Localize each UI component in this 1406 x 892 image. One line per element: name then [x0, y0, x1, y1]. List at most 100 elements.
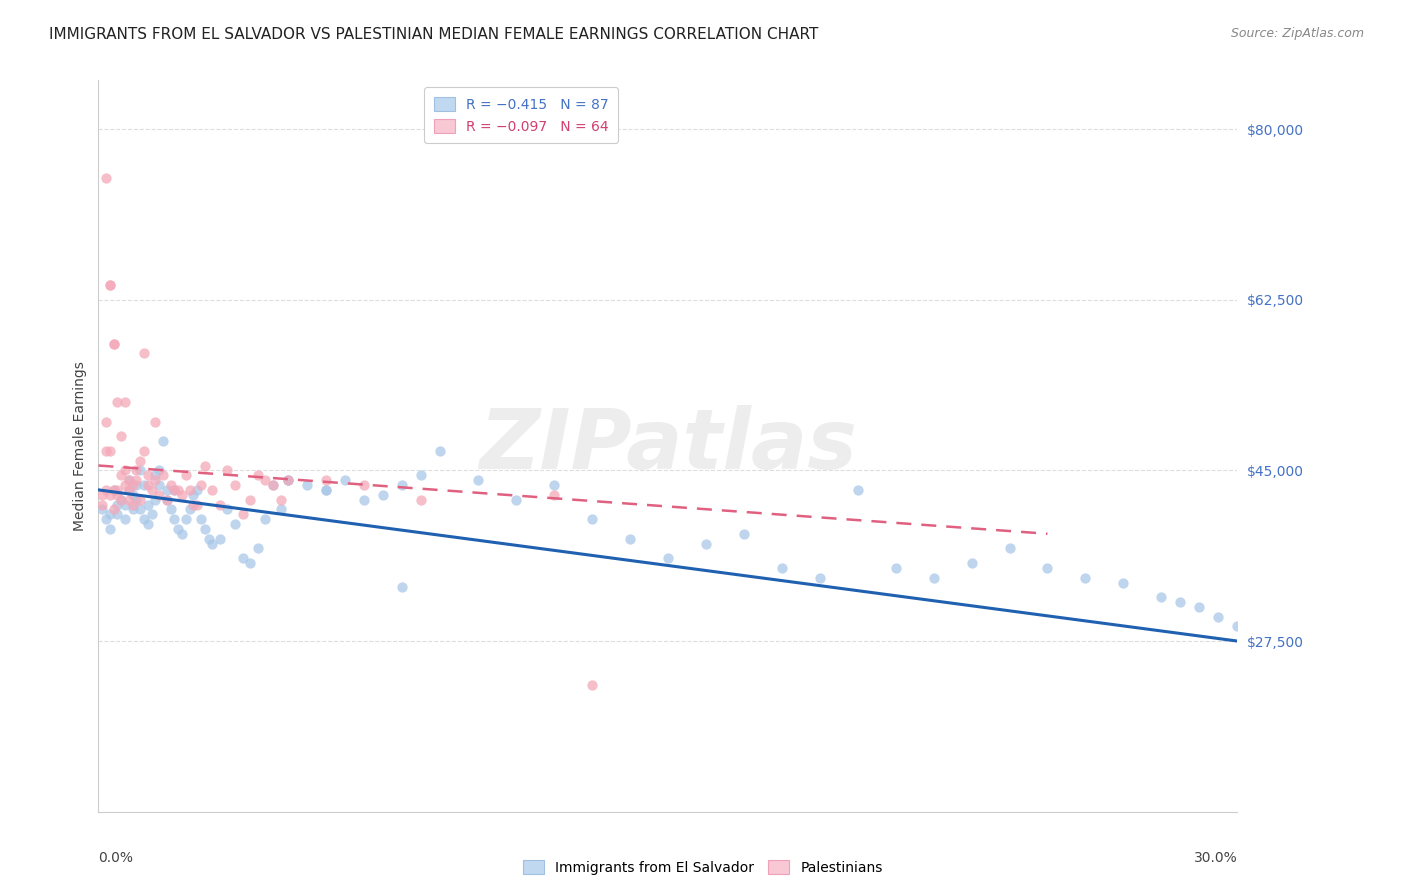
Point	[136, 498, 159, 512]
Point	[194, 522, 217, 536]
Point	[129, 453, 152, 467]
Point	[1036, 561, 1059, 575]
Point	[770, 561, 793, 575]
Point	[190, 478, 212, 492]
Point	[277, 473, 299, 487]
Point	[179, 502, 201, 516]
Point	[170, 488, 193, 502]
Point	[232, 551, 254, 566]
Point	[148, 488, 170, 502]
Point	[411, 468, 433, 483]
Point	[125, 463, 148, 477]
Point	[145, 468, 167, 483]
Point	[159, 478, 181, 492]
Point	[114, 395, 136, 409]
Point	[391, 581, 413, 595]
Point	[163, 512, 186, 526]
Legend: R = −0.415   N = 87, R = −0.097   N = 64: R = −0.415 N = 87, R = −0.097 N = 64	[425, 87, 619, 144]
Point	[270, 502, 292, 516]
Point	[141, 508, 163, 522]
Point	[118, 483, 141, 497]
Point	[152, 434, 174, 449]
Point	[103, 483, 125, 497]
Text: Source: ZipAtlas.com: Source: ZipAtlas.com	[1230, 27, 1364, 40]
Point	[94, 443, 117, 458]
Point	[156, 492, 179, 507]
Point	[114, 512, 136, 526]
Point	[543, 478, 565, 492]
Text: 30.0%: 30.0%	[1194, 851, 1237, 864]
Point	[183, 498, 205, 512]
Point	[170, 526, 193, 541]
Point	[262, 478, 284, 492]
Point	[132, 346, 155, 360]
Point	[194, 458, 217, 473]
Point	[163, 483, 186, 497]
Point	[148, 478, 170, 492]
Point	[121, 498, 143, 512]
Point	[581, 678, 603, 692]
Point	[132, 443, 155, 458]
Point	[315, 483, 337, 497]
Point	[254, 473, 277, 487]
Point	[103, 336, 125, 351]
Point	[94, 170, 117, 185]
Point	[543, 488, 565, 502]
Point	[174, 512, 197, 526]
Point	[103, 336, 125, 351]
Point	[110, 429, 132, 443]
Point	[657, 551, 679, 566]
Point	[201, 483, 224, 497]
Point	[371, 488, 394, 502]
Point	[121, 502, 143, 516]
Point	[315, 473, 337, 487]
Point	[1170, 595, 1192, 609]
Point	[1208, 609, 1230, 624]
Point	[619, 532, 641, 546]
Point	[121, 478, 143, 492]
Point	[998, 541, 1021, 556]
Point	[174, 468, 197, 483]
Point	[94, 415, 117, 429]
Point	[110, 468, 132, 483]
Point	[277, 473, 299, 487]
Point	[107, 508, 129, 522]
Point	[136, 516, 159, 531]
Point	[217, 463, 239, 477]
Point	[239, 492, 262, 507]
Point	[960, 556, 983, 570]
Point	[94, 512, 117, 526]
Point	[145, 492, 167, 507]
Point	[136, 478, 159, 492]
Point	[156, 492, 179, 507]
Point	[208, 532, 231, 546]
Point	[254, 512, 277, 526]
Point	[197, 532, 219, 546]
Point	[98, 443, 121, 458]
Point	[179, 483, 201, 497]
Point	[167, 483, 190, 497]
Point	[391, 478, 413, 492]
Point	[183, 488, 205, 502]
Point	[152, 468, 174, 483]
Point	[98, 522, 121, 536]
Point	[846, 483, 869, 497]
Point	[98, 508, 121, 522]
Point	[114, 463, 136, 477]
Legend: Immigrants from El Salvador, Palestinians: Immigrants from El Salvador, Palestinian…	[517, 855, 889, 880]
Point	[129, 492, 152, 507]
Point	[353, 492, 375, 507]
Point	[136, 468, 159, 483]
Point	[232, 508, 254, 522]
Point	[94, 483, 117, 497]
Point	[224, 516, 246, 531]
Point	[270, 492, 292, 507]
Point	[103, 483, 125, 497]
Point	[315, 483, 337, 497]
Point	[1074, 571, 1097, 585]
Point	[114, 498, 136, 512]
Point	[733, 526, 755, 541]
Point	[201, 536, 224, 550]
Point	[1226, 619, 1249, 633]
Point	[246, 541, 269, 556]
